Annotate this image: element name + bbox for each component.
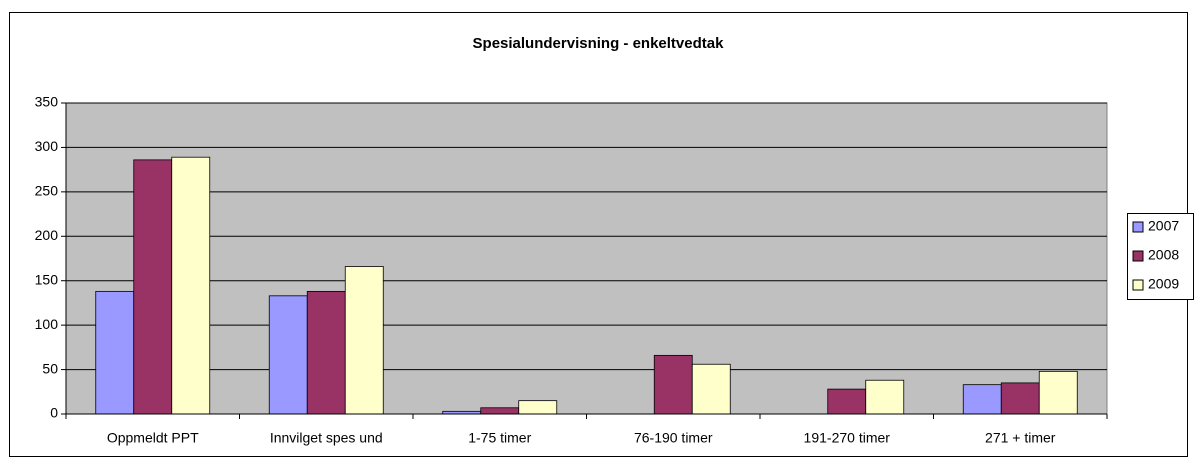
y-tick-label: 300 (35, 138, 59, 154)
legend-swatch (1132, 279, 1144, 291)
bar (827, 388, 867, 415)
chart-title: Spesialundervisning - enkeltvedtak (473, 35, 725, 52)
legend-swatch (1132, 250, 1144, 262)
legend-label: 2008 (1148, 247, 1179, 263)
bar (1038, 370, 1078, 415)
x-tick-label: 76-190 timer (634, 430, 713, 446)
bar (344, 266, 384, 415)
bar (171, 156, 211, 415)
bar (691, 363, 731, 415)
y-tick-label: 50 (42, 360, 58, 376)
legend-label: 2009 (1148, 276, 1179, 292)
x-tick-label: 191-270 timer (804, 430, 891, 446)
y-tick-label: 200 (35, 227, 59, 243)
y-tick-label: 0 (50, 405, 58, 421)
x-tick-label: 1-75 timer (468, 430, 531, 446)
legend-swatch (1132, 221, 1144, 233)
plot-area (65, 102, 1108, 415)
y-tick-label: 100 (35, 316, 59, 332)
legend-label: 2007 (1148, 218, 1179, 234)
bar (518, 400, 558, 415)
bar (1000, 382, 1040, 415)
bar (653, 354, 693, 415)
bar (306, 290, 346, 415)
bar (268, 295, 308, 415)
bar (865, 379, 905, 415)
x-tick-label: Innvilget spes und (270, 430, 383, 446)
bar (95, 290, 135, 415)
bar (133, 159, 173, 415)
y-tick-label: 250 (35, 183, 59, 199)
x-tick-label: 271 + timer (985, 430, 1056, 446)
bar (480, 407, 520, 415)
y-tick-label: 150 (35, 271, 59, 287)
x-tick-label: Oppmeldt PPT (107, 430, 199, 446)
y-tick-label: 350 (35, 94, 59, 110)
bar (962, 384, 1002, 415)
